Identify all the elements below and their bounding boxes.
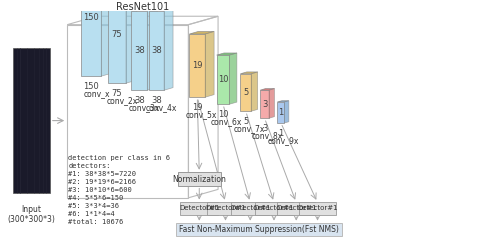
Polygon shape (216, 53, 237, 55)
Polygon shape (190, 31, 214, 34)
Text: Fast Non-Maximum Suppression(Fst NMS): Fast Non-Maximum Suppression(Fst NMS) (178, 225, 338, 234)
FancyBboxPatch shape (180, 202, 218, 215)
FancyBboxPatch shape (255, 202, 293, 215)
FancyBboxPatch shape (206, 202, 244, 215)
Text: 3: 3 (262, 100, 268, 109)
Text: 19: 19 (192, 103, 202, 112)
Text: 5: 5 (243, 88, 248, 97)
Polygon shape (205, 31, 214, 97)
Polygon shape (284, 101, 289, 123)
Text: Detector#1: Detector#1 (230, 205, 270, 211)
Polygon shape (126, 0, 137, 83)
Polygon shape (132, 8, 157, 11)
Polygon shape (108, 0, 126, 83)
Text: conv_3x: conv_3x (128, 103, 160, 112)
Polygon shape (269, 89, 274, 118)
Text: conv_x: conv_x (84, 89, 110, 98)
Text: Normalization: Normalization (172, 175, 226, 184)
FancyBboxPatch shape (298, 202, 337, 215)
Text: 38: 38 (152, 46, 162, 55)
Text: 3: 3 (262, 124, 268, 133)
Text: Input
(300*300*3): Input (300*300*3) (8, 205, 55, 224)
Text: 75: 75 (112, 30, 122, 39)
FancyBboxPatch shape (232, 202, 269, 215)
Polygon shape (148, 8, 157, 90)
Polygon shape (102, 0, 114, 76)
Polygon shape (240, 74, 251, 111)
Text: conv_8x: conv_8x (252, 131, 283, 140)
Text: Detector#1: Detector#1 (276, 205, 316, 211)
Text: conv_4x: conv_4x (146, 103, 177, 112)
Text: 38: 38 (134, 46, 145, 55)
FancyBboxPatch shape (176, 223, 342, 236)
Text: Detector#1: Detector#1 (297, 205, 338, 211)
Text: Detector#1: Detector#1 (205, 205, 246, 211)
Text: 38: 38 (134, 96, 145, 105)
Polygon shape (260, 90, 269, 118)
Text: conv_5x: conv_5x (186, 110, 218, 119)
Text: detection per class in 6
detectors:
#1: 38*38*5=7220
#2: 19*19*6=2166
#3: 10*10*: detection per class in 6 detectors: #1: … (68, 154, 170, 225)
Polygon shape (80, 0, 102, 76)
Text: 1: 1 (278, 129, 283, 138)
Text: conv_6x: conv_6x (211, 117, 242, 126)
Polygon shape (260, 89, 274, 90)
Polygon shape (240, 72, 258, 74)
Text: ResNet101: ResNet101 (116, 1, 169, 12)
Polygon shape (278, 101, 289, 102)
Polygon shape (216, 55, 230, 104)
Text: 75: 75 (112, 89, 122, 98)
Text: conv_7x: conv_7x (234, 124, 264, 133)
FancyBboxPatch shape (278, 202, 315, 215)
Polygon shape (164, 8, 173, 90)
Text: 5: 5 (243, 117, 248, 126)
Text: 19: 19 (192, 61, 202, 70)
Text: 10: 10 (218, 75, 228, 84)
Text: 150: 150 (83, 82, 99, 91)
Text: conv_9x: conv_9x (268, 136, 299, 145)
Polygon shape (132, 11, 148, 90)
Polygon shape (278, 102, 284, 123)
Polygon shape (12, 48, 50, 193)
Text: 10: 10 (218, 110, 228, 119)
FancyBboxPatch shape (178, 172, 220, 186)
Polygon shape (150, 8, 173, 11)
Text: conv_2x: conv_2x (106, 96, 138, 105)
Text: Detector#1: Detector#1 (179, 205, 220, 211)
Text: 1: 1 (278, 108, 283, 117)
Polygon shape (251, 72, 258, 111)
Text: Detector#1: Detector#1 (254, 205, 294, 211)
Text: 150: 150 (83, 13, 99, 22)
Polygon shape (190, 34, 205, 97)
Polygon shape (150, 11, 164, 90)
Polygon shape (230, 53, 237, 104)
Text: 38: 38 (152, 96, 162, 105)
